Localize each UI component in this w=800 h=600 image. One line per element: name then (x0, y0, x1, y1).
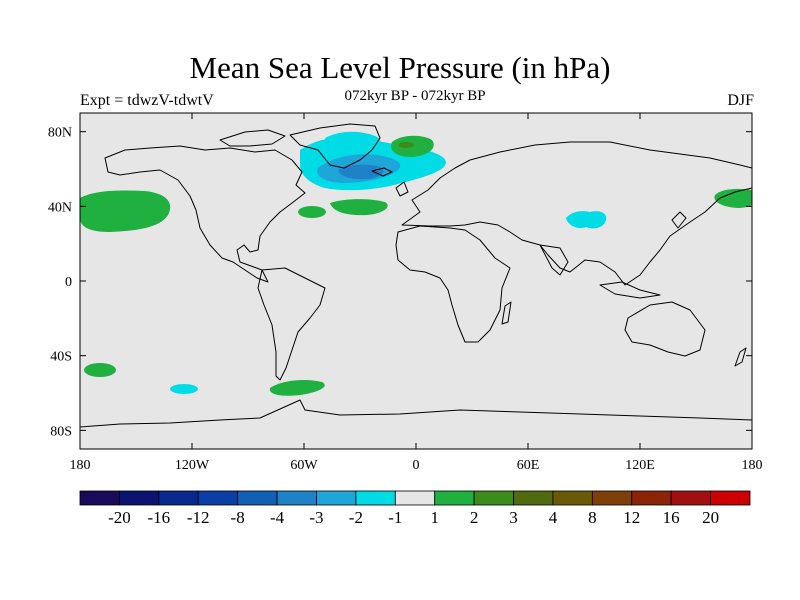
anomaly-layer (80, 131, 752, 396)
colorbar-swatch (197, 490, 239, 506)
coast-indonesia (599, 281, 661, 299)
colorbar-label: 3 (509, 508, 518, 527)
coast-greenland (289, 123, 381, 169)
colorbar-label: -20 (108, 508, 131, 527)
asia-low (566, 211, 607, 229)
north-atlantic-low-core (338, 164, 384, 180)
coast-iceland (371, 167, 393, 177)
coast-antarctica (80, 399, 752, 428)
x-tick-label: 60E (517, 458, 540, 473)
coastlines (80, 123, 752, 428)
season-label: DJF (727, 92, 754, 109)
north-atlantic-low-top (325, 131, 381, 151)
colorbar-swatch (473, 490, 514, 506)
colorbar-label: -16 (147, 508, 170, 527)
colorbar-label: 20 (702, 508, 719, 527)
north-pacific-high-west (714, 188, 752, 208)
y-tick-label: 40S (50, 350, 72, 365)
x-tick-label: 120W (175, 458, 210, 473)
colorbar-swatch (79, 490, 120, 506)
map-title: Mean Sea Level Pressure (in hPa) (189, 50, 611, 85)
colorbar-swatch (513, 490, 554, 506)
colorbar-swatch (670, 490, 711, 506)
colorbar-label: -8 (231, 508, 245, 527)
colorbar-label: 12 (623, 508, 640, 527)
coast-australia (624, 301, 706, 357)
colorbar-swatch (710, 490, 751, 506)
atlantic-high-east (330, 199, 388, 216)
colorbar-swatch (237, 490, 278, 506)
y-tick-label: 80N (48, 126, 72, 141)
coast-madagascar (501, 301, 512, 325)
south-pacific-low (170, 384, 198, 394)
colorbar-label: -3 (309, 508, 323, 527)
colorbar-swatch (355, 490, 396, 506)
y-tick-label: 0 (65, 275, 72, 290)
south-pacific-high (84, 363, 116, 377)
period-label: 072kyr BP - 072kyr BP (344, 88, 486, 104)
map-panel: 180 120W 60W 0 60E 120E 180 80N 40N 0 40S 80S (48, 112, 763, 473)
barents-high-core (398, 142, 414, 148)
x-tick-label: 180 (70, 458, 91, 473)
colorbar-swatch (394, 490, 436, 506)
colorbar-swatch (631, 490, 672, 506)
colorbar-label: -12 (187, 508, 210, 527)
coast-india (539, 244, 569, 276)
coast-arctic-islands (219, 129, 286, 147)
experiment-label: Expt = tdwzV-tdwtV (80, 92, 214, 109)
x-tick-label: 0 (413, 458, 420, 473)
colorbar-label: 4 (549, 508, 558, 527)
colorbar: -20 -16 -12 -8 -4 -3 -2 -1 1 2 3 4 8 12 16 20 (79, 490, 751, 527)
y-tick-label: 80S (50, 424, 72, 439)
y-tick-label: 40N (48, 200, 72, 215)
axis-labels: 180 120W 60W 0 60E 120E 180 80N 40N 0 40S 80S (48, 126, 763, 473)
coast-new-zealand (734, 347, 747, 367)
colorbar-swatch (316, 490, 357, 506)
coast-north-america (104, 145, 306, 283)
x-tick-label: 60W (290, 458, 318, 473)
colorbar-label: 16 (663, 508, 680, 527)
coast-british-isles (395, 181, 409, 197)
coast-africa (395, 225, 511, 343)
colorbar-label: 2 (470, 508, 479, 527)
colorbar-swatch (434, 490, 475, 506)
colorbar-label: 1 (430, 508, 439, 527)
colorbar-swatch (591, 490, 633, 506)
colorbar-swatch (552, 490, 593, 506)
x-tick-label: 120E (625, 458, 655, 473)
colorbar-label: -1 (388, 508, 402, 527)
coast-japan (671, 211, 687, 229)
colorbar-label: -4 (270, 508, 285, 527)
north-pacific-high-east (80, 190, 171, 232)
x-tick-label: 180 (742, 458, 763, 473)
colorbar-swatch (276, 490, 317, 506)
atlantic-high-west (298, 206, 326, 218)
colorbar-label: 8 (588, 508, 597, 527)
colorbar-swatch (158, 490, 199, 506)
coast-south-america (257, 267, 326, 381)
coast-eurasia (401, 141, 752, 286)
colorbar-label: -2 (349, 508, 363, 527)
axis-ticks (79, 113, 753, 449)
south-atlantic-high (269, 380, 325, 396)
colorbar-swatch (119, 490, 160, 506)
